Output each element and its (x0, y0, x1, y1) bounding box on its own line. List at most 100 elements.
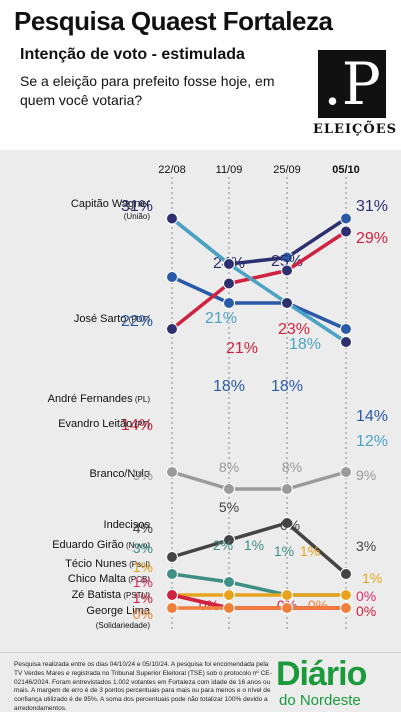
series-name: Técio Nunes (Psol) (65, 558, 150, 570)
chart-subtitle: Intenção de voto - estimulada (20, 46, 245, 63)
data-label: 12% (356, 433, 388, 450)
series-party: (Solidariedade) (96, 621, 151, 630)
data-label: 0% (356, 603, 376, 619)
data-label: 1% (133, 574, 153, 590)
series-line (170, 521, 348, 576)
data-label: 22% (121, 313, 153, 330)
series-line (170, 229, 348, 331)
data-label: 1% (244, 537, 264, 553)
series-name: Eduardo Girão (Novo) (52, 539, 150, 551)
x-tick-label: 11/09 (216, 164, 243, 176)
data-point (223, 258, 235, 270)
data-label: 31% (121, 198, 153, 215)
methodology-note: Pesquisa realizada entre os dias 04/10/2… (14, 661, 272, 712)
data-label: 0% (356, 588, 376, 604)
series-line (170, 572, 348, 597)
chart-title: Pesquisa Quaest Fortaleza (14, 6, 333, 36)
series-line (170, 216, 348, 344)
data-label: 8% (282, 459, 302, 475)
x-tick-label: 05/10 (332, 164, 360, 176)
data-label: 21% (205, 310, 237, 327)
data-point (340, 212, 352, 225)
data-point (281, 297, 293, 309)
data-point (166, 323, 178, 335)
data-point (223, 277, 235, 290)
series-party: (União) (124, 212, 151, 221)
data-point (223, 483, 235, 495)
data-point (223, 589, 235, 601)
data-label: 31% (356, 198, 388, 215)
data-label: 21% (226, 340, 258, 357)
data-label: 18% (289, 336, 321, 353)
data-point (281, 589, 293, 601)
data-point (340, 323, 352, 335)
data-point (281, 264, 293, 277)
data-point (340, 589, 352, 601)
data-label: 9% (133, 467, 153, 483)
footer: Pesquisa realizada entre os dias 04/10/2… (0, 652, 401, 712)
series-party: (Novo) (124, 541, 151, 550)
series-name: José Sarto (PDT) (74, 313, 150, 325)
data-label: 5% (219, 499, 239, 515)
data-point (223, 576, 235, 588)
data-label: 1% (300, 543, 320, 559)
data-label: 1% (133, 559, 153, 575)
data-label: 14% (121, 417, 153, 434)
data-point (223, 534, 235, 546)
data-point (281, 517, 293, 529)
data-label: 18% (271, 378, 303, 395)
data-label: 14% (356, 408, 388, 425)
eleicoes-logo: .P (318, 50, 386, 118)
survey-question: Se a eleição para prefeito fosse hoje, e… (20, 73, 275, 108)
series-line (170, 470, 348, 491)
series-name: Evandro Leitão (PT) (58, 418, 150, 430)
series-name: Indecisos (104, 519, 151, 531)
data-point (166, 271, 178, 283)
data-point (340, 602, 352, 614)
series-party: (PL) (133, 395, 151, 404)
data-point (281, 483, 293, 495)
header: Pesquisa Quaest Fortaleza Intenção de vo… (0, 0, 401, 150)
data-label: 0% (133, 606, 153, 622)
data-label: 9% (356, 467, 376, 483)
series-party: (PSTU) (121, 591, 150, 600)
series-name: Chico Malta (PCB) (68, 573, 150, 585)
data-point (166, 212, 178, 225)
series-name: Branco/Nulo (89, 468, 150, 480)
data-point (340, 466, 352, 478)
logo-mark: .P (323, 50, 381, 118)
data-label: 18% (213, 378, 245, 395)
data-label: 1% (274, 543, 294, 559)
series-party: (PT) (132, 420, 150, 429)
brand-logo-text: Diário (276, 655, 367, 693)
series-name: Zé Batista (PSTU) (72, 589, 151, 601)
brand-logo-subtext: do Nordeste (279, 692, 361, 709)
series-name: André Fernandes (PL) (48, 393, 151, 405)
data-label: 8% (219, 459, 239, 475)
data-label: 1% (362, 570, 382, 586)
series-party: (PDT) (126, 315, 150, 324)
data-label: 0% (199, 597, 219, 613)
data-point (166, 602, 178, 614)
data-label: 4% (133, 520, 153, 536)
data-label: 0% (308, 597, 328, 613)
data-label: 6% (280, 517, 300, 533)
data-label: 29% (356, 230, 388, 247)
data-point (166, 568, 178, 580)
x-tick-label: 25/09 (273, 164, 301, 176)
logo-caption: ELEIÇÕES (313, 122, 398, 137)
data-point (340, 336, 352, 348)
data-point (281, 251, 293, 264)
series-line (170, 275, 348, 331)
data-point (223, 602, 235, 614)
series-party: (PCB) (126, 575, 150, 584)
data-point (166, 589, 178, 601)
data-label: 3% (133, 540, 153, 556)
data-label: 23% (278, 321, 310, 338)
data-point (166, 551, 178, 563)
x-tick-label: 22/08 (158, 164, 186, 176)
series-party: (Psol) (127, 560, 150, 569)
data-point (340, 568, 352, 580)
